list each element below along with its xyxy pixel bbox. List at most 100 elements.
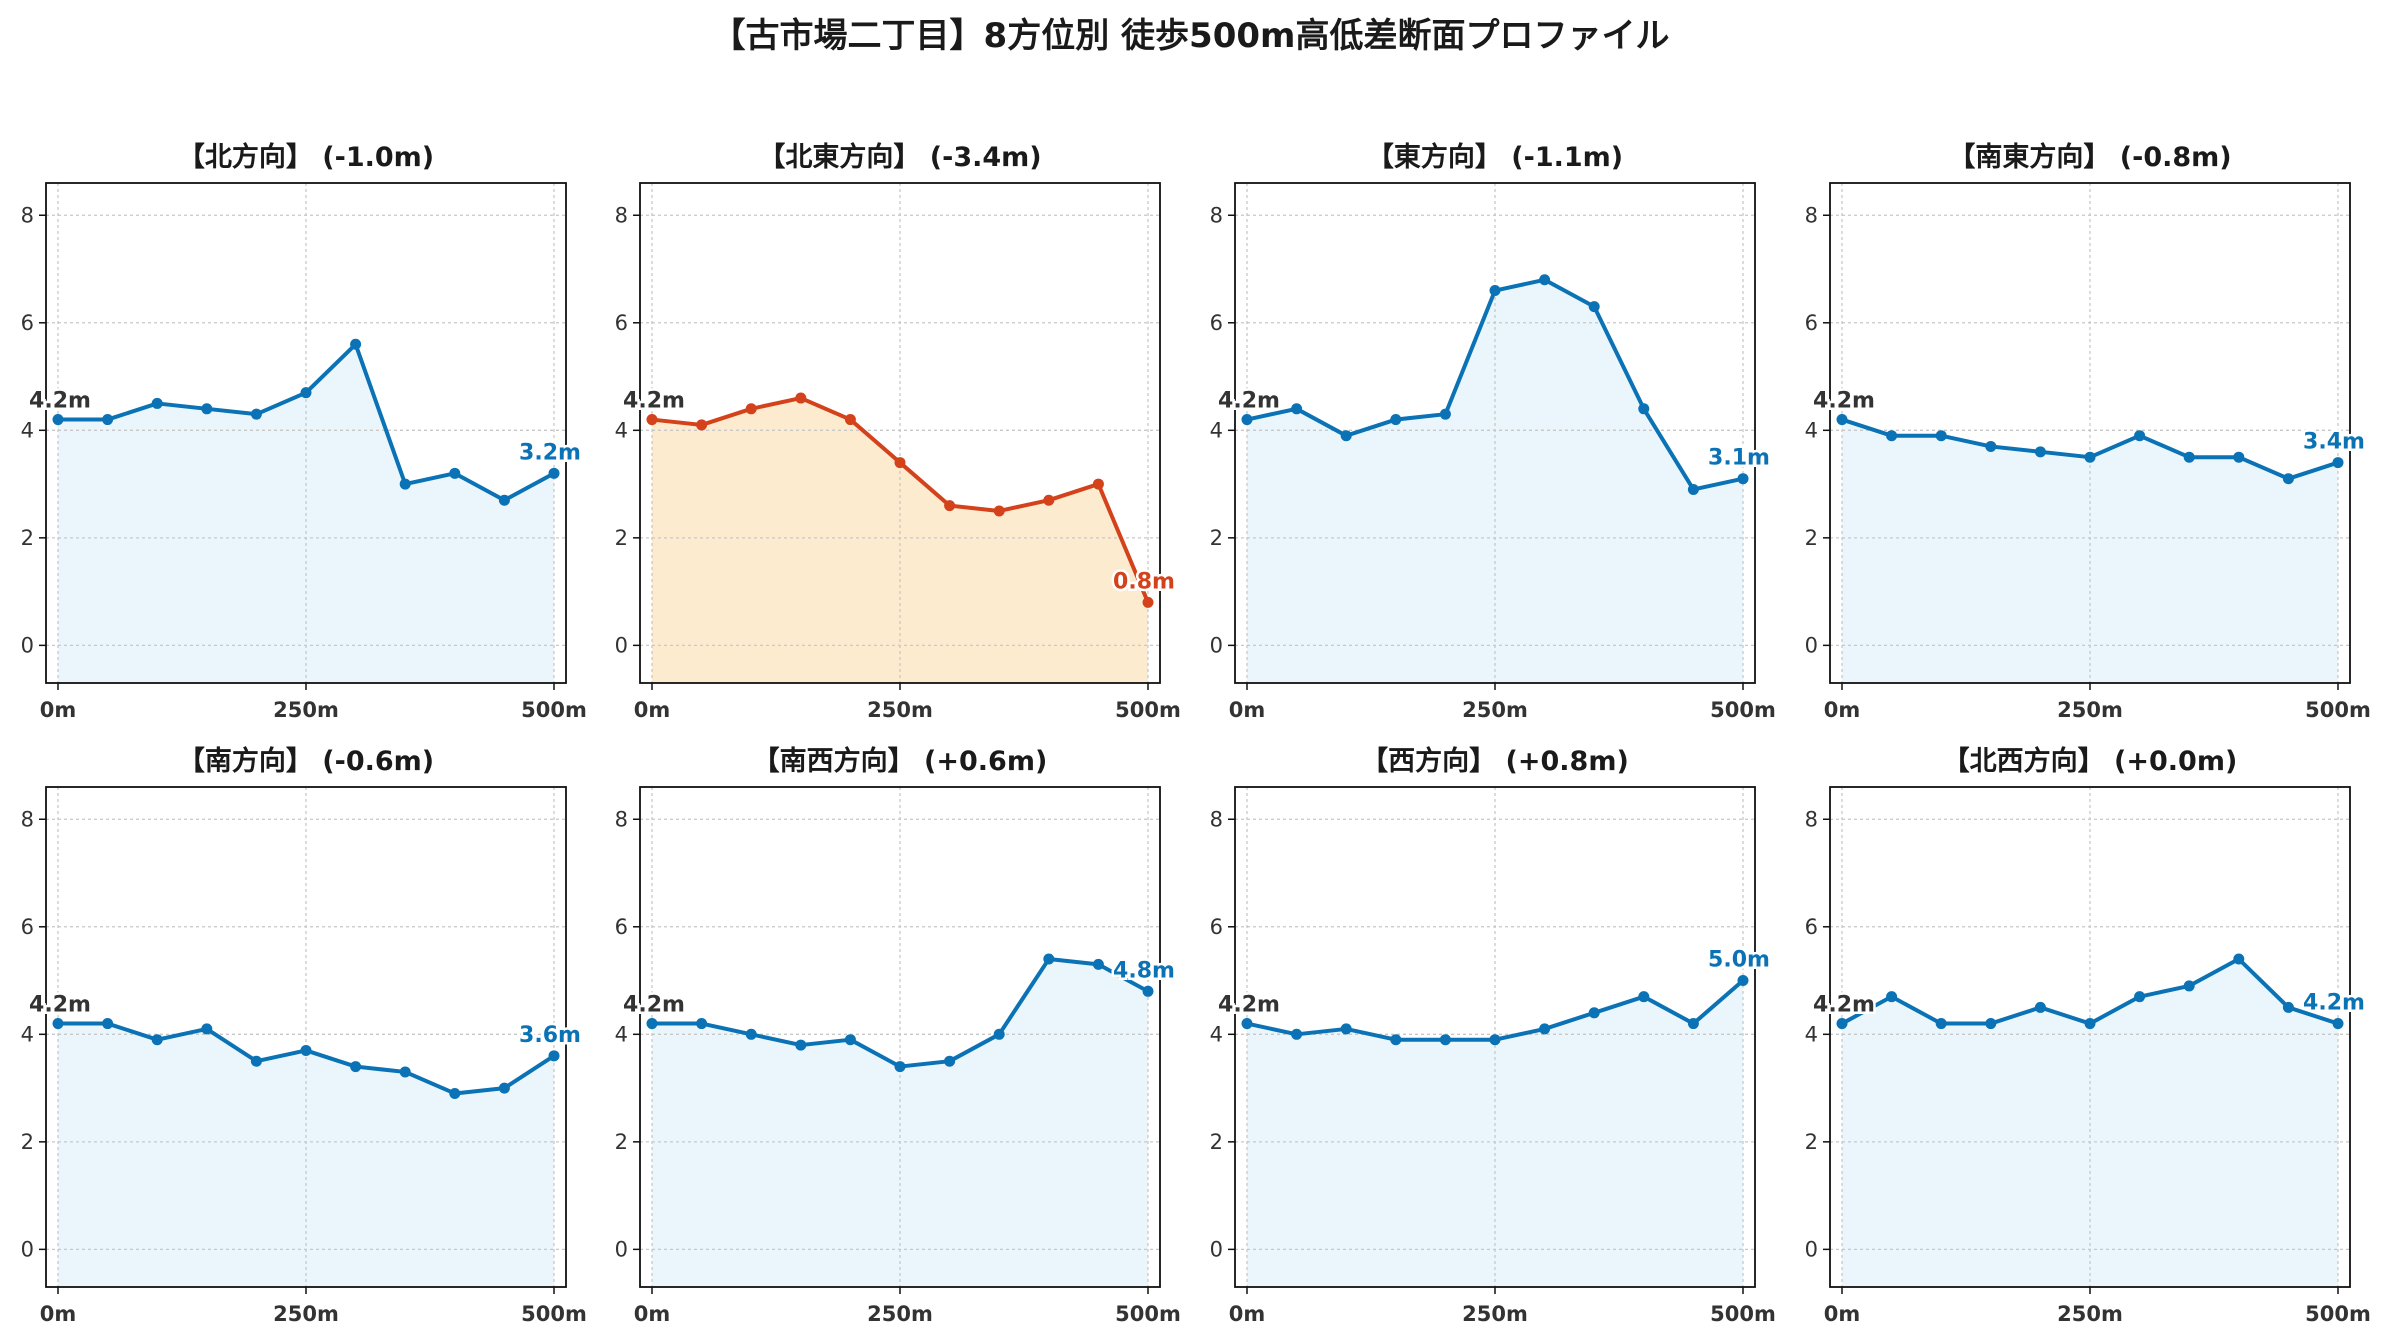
data-point (1340, 430, 1352, 442)
data-point (1390, 1034, 1402, 1046)
data-point (646, 1018, 658, 1030)
data-point (1291, 1028, 1303, 1040)
data-point (250, 408, 262, 420)
data-point (548, 1050, 560, 1062)
data-point (1291, 403, 1303, 415)
x-tick-label: 250m (273, 698, 339, 722)
data-point (2134, 430, 2146, 442)
data-point (201, 403, 213, 415)
data-point (1638, 403, 1650, 415)
x-tick-label: 0m (1824, 1302, 1861, 1326)
data-point (350, 338, 362, 350)
x-tick-label: 250m (2057, 698, 2123, 722)
end-label: 3.4m (2303, 430, 2365, 455)
data-point (2332, 457, 2344, 469)
end-label: 3.6m (519, 1023, 581, 1048)
y-tick-label: 8 (615, 203, 628, 227)
end-label: 4.2m (2303, 991, 2365, 1016)
data-point (151, 1034, 163, 1046)
panel-title: 【北東方向】 (-3.4m) (758, 141, 1041, 173)
data-point (1489, 1034, 1501, 1046)
panel-2: 【北東方向】 (-3.4m) 0 2 4 6 8 0m 250m 500m 4.2m 0.8m (615, 141, 1181, 722)
x-tick-label: 250m (867, 698, 933, 722)
data-point (1588, 301, 1600, 313)
y-tick-label: 0 (21, 1237, 34, 1261)
y-tick-label: 4 (615, 418, 628, 442)
data-point (1737, 975, 1749, 987)
start-label: 4.2m (623, 389, 685, 414)
x-tick-label: 500m (521, 1302, 587, 1326)
panel-5: 【南方向】 (-0.6m) 0 2 4 6 8 0m 250m 500m 4.2m 3.6m (21, 745, 587, 1326)
panel-title: 【南方向】 (-0.6m) (178, 745, 434, 777)
end-label: 3.2m (519, 440, 581, 465)
y-tick-label: 6 (1805, 311, 1818, 335)
panel-title: 【西方向】 (+0.8m) (1361, 745, 1629, 777)
data-point (151, 397, 163, 409)
data-point (2134, 991, 2146, 1003)
data-point (795, 392, 807, 404)
data-point (1142, 985, 1154, 997)
data-point (2183, 980, 2195, 992)
y-tick-label: 0 (1210, 633, 1223, 657)
data-point (745, 403, 757, 415)
data-point (696, 419, 708, 431)
panel-title: 【北西方向】 (+0.0m) (1943, 745, 2238, 777)
data-point (449, 467, 461, 479)
data-point (1043, 494, 1055, 506)
y-tick-label: 6 (615, 915, 628, 939)
panel-1: 【北方向】 (-1.0m) 0 2 4 6 8 0m 250m 500m 4.2m 3.2m (21, 141, 587, 722)
data-point (1142, 596, 1154, 608)
y-tick-label: 0 (1805, 633, 1818, 657)
data-point (944, 500, 956, 512)
data-point (102, 414, 114, 426)
y-tick-label: 2 (615, 1130, 628, 1154)
x-tick-label: 500m (1710, 1302, 1776, 1326)
y-tick-label: 8 (1210, 203, 1223, 227)
y-tick-label: 2 (21, 1130, 34, 1154)
data-point (2183, 451, 2195, 463)
data-point (2084, 1018, 2096, 1030)
x-tick-label: 500m (2305, 1302, 2371, 1326)
data-point (2332, 1018, 2344, 1030)
data-point (1985, 440, 1997, 452)
y-tick-label: 4 (1210, 418, 1223, 442)
area-fill (1247, 980, 1743, 1287)
x-tick-label: 500m (1115, 698, 1181, 722)
x-tick-label: 250m (273, 1302, 339, 1326)
y-tick-label: 0 (615, 1237, 628, 1261)
data-point (350, 1061, 362, 1073)
data-point (844, 414, 856, 426)
y-tick-label: 4 (1805, 1022, 1818, 1046)
panel-title: 【東方向】 (-1.1m) (1367, 141, 1623, 173)
data-point (1489, 285, 1501, 297)
y-tick-label: 4 (21, 1022, 34, 1046)
x-tick-label: 500m (1710, 698, 1776, 722)
y-tick-label: 6 (21, 915, 34, 939)
data-point (795, 1039, 807, 1051)
data-point (1390, 414, 1402, 426)
y-tick-label: 6 (21, 311, 34, 335)
y-tick-label: 6 (1805, 915, 1818, 939)
y-tick-label: 6 (1210, 915, 1223, 939)
start-label: 4.2m (1218, 993, 1280, 1018)
panel-8: 【北西方向】 (+0.0m) 0 2 4 6 8 0m 250m 500m 4.2m 4.2m (1805, 745, 2371, 1326)
data-point (1043, 953, 1055, 965)
start-label: 4.2m (29, 389, 91, 414)
x-tick-label: 0m (1824, 698, 1861, 722)
data-point (201, 1023, 213, 1035)
x-tick-label: 0m (1229, 698, 1266, 722)
data-point (498, 1082, 510, 1094)
area-fill (1247, 279, 1743, 683)
data-point (1687, 1018, 1699, 1030)
data-point (2282, 473, 2294, 485)
y-tick-label: 4 (21, 418, 34, 442)
start-label: 4.2m (1218, 389, 1280, 414)
data-point (1935, 430, 1947, 442)
start-label: 4.2m (1813, 993, 1875, 1018)
x-tick-label: 0m (1229, 1302, 1266, 1326)
data-point (1836, 1018, 1848, 1030)
y-tick-label: 2 (615, 526, 628, 550)
x-tick-label: 0m (40, 1302, 77, 1326)
data-point (1092, 958, 1104, 970)
data-point (894, 1061, 906, 1073)
